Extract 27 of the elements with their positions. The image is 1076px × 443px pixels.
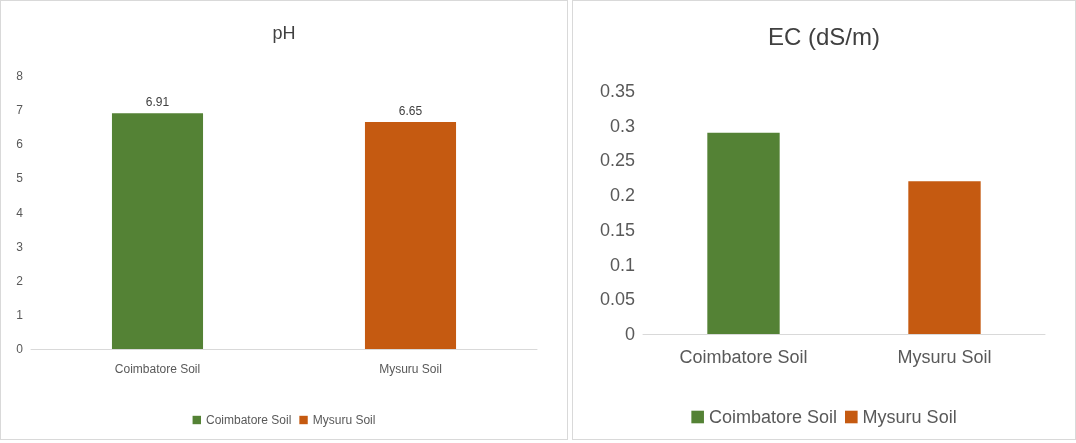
legend-label: Mysuru Soil (862, 407, 957, 427)
legend-label: Coimbatore Soil (205, 413, 292, 427)
data-label: 6.91 (145, 95, 170, 110)
y-tick-label: 4 (16, 205, 24, 220)
y-tick-label: 0.3 (609, 115, 635, 136)
y-tick-label: 0.05 (599, 289, 635, 310)
legend-label: Mysuru Soil (312, 413, 376, 427)
y-tick-label: 2 (16, 273, 24, 288)
x-tick-label: Mysuru Soil (897, 347, 992, 367)
y-tick-label: 0.25 (599, 150, 635, 171)
y-tick-label: 0.35 (599, 81, 635, 101)
y-tick-label: 1 (16, 307, 24, 322)
data-label: 6.65 (398, 104, 423, 119)
chart-title: EC (dS/m) (767, 22, 881, 50)
y-tick-label: 6 (16, 137, 24, 152)
y-tick-label: 8 (16, 69, 24, 83)
y-tick-label: 0.1 (609, 254, 635, 275)
chart-title: pH (272, 23, 296, 43)
x-tick-label: Coimbatore Soil (679, 347, 808, 367)
legend-label: Coimbatore Soil (708, 407, 838, 427)
y-tick-label: 5 (16, 171, 24, 186)
y-tick-label: 0.15 (599, 219, 635, 240)
y-tick-label: 0 (16, 342, 24, 356)
y-tick-label: 0.2 (609, 185, 635, 206)
y-tick-label: 7 (16, 103, 24, 118)
y-tick-label: 3 (16, 239, 24, 254)
y-tick-label: 0 (624, 324, 635, 344)
